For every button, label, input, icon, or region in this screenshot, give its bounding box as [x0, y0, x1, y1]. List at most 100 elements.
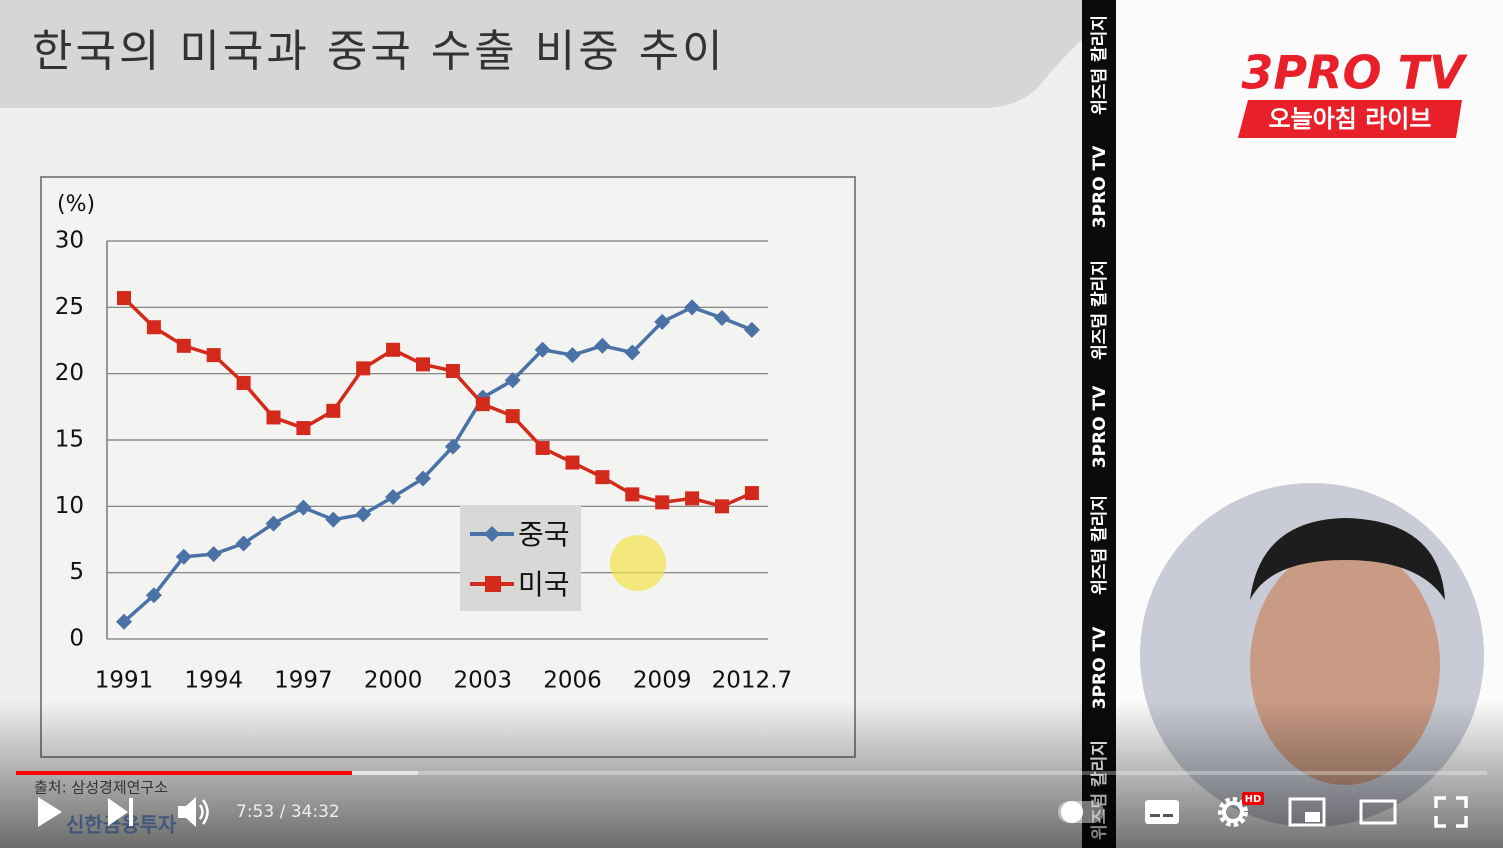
marker: [624, 344, 641, 361]
marker: [444, 438, 461, 455]
marker: [744, 486, 759, 501]
marker: [236, 375, 251, 390]
marker: [684, 299, 701, 316]
hd-badge: [1242, 792, 1264, 805]
marker: [206, 348, 221, 363]
marker: [594, 337, 611, 354]
series-line: [122, 296, 753, 509]
banner-text: 위즈덤 칼리지: [1090, 495, 1110, 595]
marker: [475, 397, 490, 412]
volume-button[interactable]: [178, 797, 209, 827]
marker: [175, 548, 192, 565]
legend-label: 중국: [518, 518, 570, 551]
fullscreen-button[interactable]: [1434, 796, 1468, 828]
marker: [534, 341, 551, 358]
cc-icon: [1145, 800, 1179, 824]
speaker: [178, 797, 196, 827]
marker: [205, 546, 222, 563]
marker: [176, 338, 191, 353]
autoplay-toggle[interactable]: [1058, 801, 1104, 823]
x-tick-label: 1997: [274, 668, 333, 694]
toggle-knob: [1061, 801, 1083, 823]
banner-text: 3PRO TV: [1090, 145, 1110, 228]
time-display: 7:53 / 34:32: [236, 802, 340, 822]
marker: [356, 361, 371, 376]
miniplayer-button[interactable]: [1288, 797, 1326, 827]
y-tick-label: 5: [69, 559, 84, 585]
x-tick-label: 2000: [364, 668, 423, 694]
marker: [655, 495, 670, 510]
slide-title: 한국의 미국과 중국 수출 비중 추이: [32, 26, 726, 77]
legend-box: [460, 505, 581, 611]
x-tick-label: 2012.7: [712, 668, 792, 694]
marker: [685, 491, 700, 506]
mini-inner: [1305, 812, 1320, 822]
y-tick-label: 20: [55, 360, 84, 386]
cursor-highlight: [610, 535, 666, 591]
legend-marker: [485, 576, 501, 592]
legend-marker: [484, 526, 500, 542]
cc-line: [1163, 814, 1173, 817]
channel-logo: 3PRO TV: [1241, 46, 1468, 100]
y-tick-label: 0: [69, 626, 84, 652]
x-tick-label: 2003: [454, 668, 513, 694]
marker: [504, 372, 521, 389]
show-badge: [1238, 100, 1462, 138]
x-tick-label: 2009: [633, 668, 692, 694]
marker: [265, 515, 282, 532]
source-note: 출처: 삼성경제연구소: [34, 779, 168, 797]
next-icon: [108, 798, 128, 826]
banner-text: 3PRO TV: [1090, 385, 1110, 468]
subtitles-button[interactable]: [1145, 800, 1179, 824]
gear: [1218, 797, 1248, 827]
marker: [565, 455, 580, 470]
marker: [595, 470, 610, 485]
marker: [654, 313, 671, 330]
banner-text: 위즈덤 칼리지: [1090, 260, 1110, 360]
progress-played: [16, 771, 352, 775]
marker: [295, 499, 312, 516]
y-tick-label: 15: [55, 427, 84, 453]
marker: [296, 421, 311, 436]
x-tick-label: 2006: [543, 668, 602, 694]
y-axis-label: (%): [57, 192, 95, 217]
marker: [715, 499, 729, 514]
marker: [325, 511, 342, 528]
webcam-hair: [1250, 518, 1445, 600]
theater-button[interactable]: [1359, 799, 1397, 825]
marker: [146, 320, 161, 335]
marker: [145, 587, 162, 604]
banner-text: 위즈덤 칼리지: [1090, 15, 1110, 115]
progress-track[interactable]: [16, 771, 1487, 775]
marker: [714, 309, 730, 326]
marker: [564, 347, 581, 364]
y-tick-label: 30: [55, 228, 84, 254]
chart: (%) 0 5 10 15 20 25 30 1991 1994 1997 2000 2003 2006 2…: [55, 192, 792, 694]
marker: [445, 364, 460, 379]
marker: [625, 487, 640, 502]
y-tick-label: 25: [55, 294, 84, 320]
banner-text: 3PRO TV: [1090, 626, 1110, 709]
marker: [505, 409, 520, 424]
marker: [743, 321, 760, 338]
marker: [386, 342, 401, 357]
marker: [385, 489, 402, 506]
next-button[interactable]: [108, 798, 133, 826]
volume-waves: [198, 799, 209, 825]
settings-button[interactable]: [1218, 797, 1248, 827]
cc-line: [1150, 814, 1160, 817]
next-bar: [129, 798, 133, 826]
x-tick-label: 1991: [95, 668, 154, 694]
title-band: [0, 0, 1082, 108]
legend-label: 미국: [518, 568, 570, 601]
marker: [235, 535, 252, 552]
x-tick-label: 1994: [184, 668, 243, 694]
marker: [117, 291, 131, 306]
play-button[interactable]: [38, 797, 62, 827]
y-tick-label: 10: [55, 493, 84, 519]
marker: [266, 410, 281, 425]
marker: [355, 506, 372, 523]
gear-core: [1222, 801, 1244, 823]
marker: [535, 440, 550, 455]
hd-label: HD: [1245, 794, 1262, 805]
